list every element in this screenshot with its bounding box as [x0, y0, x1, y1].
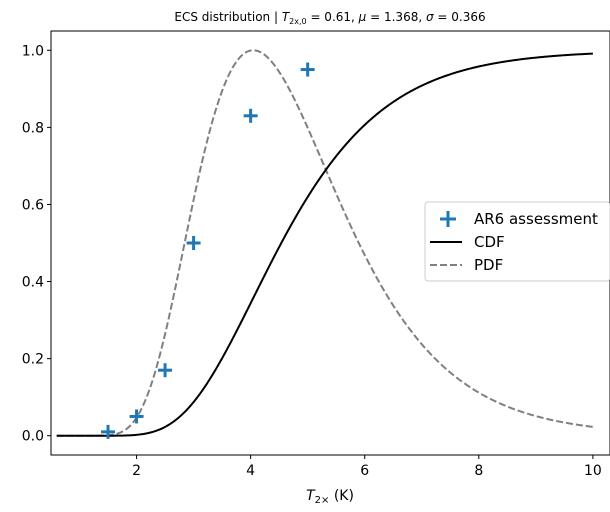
chart-title: ECS distribution | T2x,0 = 0.61, μ = 1.3…: [174, 10, 485, 26]
x-tick-label: 4: [246, 463, 255, 479]
x-tick-label: 10: [584, 463, 602, 479]
y-tick-label: 0.6: [22, 197, 44, 213]
x-axis: 2 4 6 8 10: [132, 455, 602, 479]
ar6-assessment-point: [186, 236, 201, 250]
legend-label-pdf: PDF: [474, 256, 503, 274]
legend-label-ar6: AR6 assessment: [474, 210, 598, 228]
x-axis-label: T2× (K): [306, 488, 354, 506]
y-tick-label: 0.4: [22, 275, 44, 291]
x-tick-label: 8: [474, 463, 483, 479]
y-tick-label: 0.8: [22, 120, 44, 136]
ar6-assessment-point: [158, 363, 173, 378]
cdf-line: [56, 52, 593, 437]
legend-label-cdf: CDF: [474, 233, 505, 251]
legend-box: [424, 201, 610, 282]
ar6-assessment-markers: [101, 62, 315, 439]
ar6-assessment-point: [101, 424, 116, 439]
x-tick-label: 6: [360, 463, 369, 479]
ar6-assessment-point: [243, 108, 258, 123]
y-tick-label: 0.2: [22, 352, 44, 368]
legend-marker-plus-icon: [440, 211, 456, 227]
y-tick-label: 1.0: [22, 43, 44, 59]
ar6-assessment-point: [300, 62, 315, 77]
pdf-line: [56, 49, 594, 437]
y-tick-label: 0.0: [22, 429, 44, 445]
plot-area: [56, 49, 594, 439]
y-axis: 0.0 0.2 0.4 0.6 0.8 1.0: [22, 43, 51, 445]
ar6-assessment-point: [129, 409, 144, 424]
legend: AR6 assessment CDF PDF: [424, 201, 610, 282]
x-tick-label: 2: [132, 463, 141, 479]
